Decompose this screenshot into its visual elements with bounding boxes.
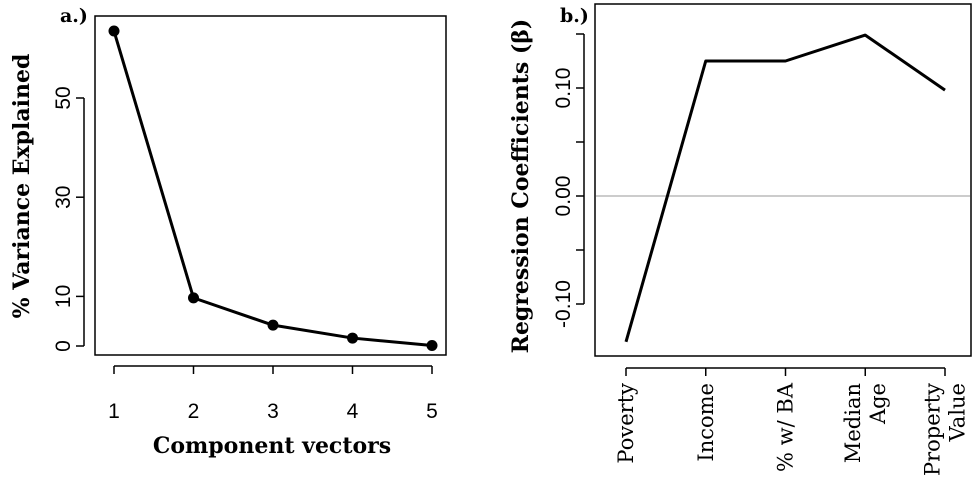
panel-a-series-line	[112, 30, 433, 347]
panel-a-y-tick-label: 0	[52, 340, 75, 352]
panel-a-data-point	[347, 332, 358, 344]
panel-b-marks	[596, 33, 970, 343]
panel-a-ylabel: % Variance Explained	[9, 54, 35, 319]
panel-b: b.) Regression Coefficients (β) -0.10 0.0…	[508, 3, 972, 476]
panel-b-x-category-label: Value	[946, 383, 970, 442]
panel-a-x-tick-label: 3	[267, 400, 279, 423]
panel-a-data-point	[108, 25, 120, 37]
panel-a-x-tick-label: 5	[426, 400, 438, 423]
panel-b-x-category-label: Property	[921, 383, 945, 476]
panel-b-y-tick-label: -0.10	[552, 280, 575, 328]
panel-a-xlabel: Component vectors	[153, 433, 391, 459]
panel-b-plot-frame	[594, 3, 972, 357]
panel-a-y-tick-label: 50	[52, 86, 75, 109]
panel-a-data-point	[267, 319, 279, 331]
panel-a-y-tick-label: 10	[52, 285, 75, 308]
panel-a-label: a.)	[60, 5, 88, 27]
panel-b-x-category-label: % w/ BA	[774, 382, 798, 472]
panel-a-marks	[108, 25, 438, 352]
panel-a-y-tick-label: 30	[52, 186, 75, 209]
panel-b-label: b.)	[560, 5, 589, 27]
panel-b-y-tick-label: 0.00	[552, 176, 575, 217]
panel-a-data-point	[188, 292, 199, 304]
panel-a-plot-frame	[94, 15, 447, 356]
panel-a-data-point	[426, 340, 438, 352]
panel-b-axes: -0.10 0.00 0.10 Poverty Income % w/ BA Median A…	[552, 33, 970, 476]
panel-b-ylabel: Regression Coefficients (β)	[508, 19, 534, 354]
panel-b-x-category-label: Income	[694, 383, 718, 462]
panel-a: a.) % Variance Explained Component vecto…	[9, 5, 447, 459]
panel-b-y-tick-label: 0.10	[552, 68, 575, 109]
panel-a-x-tick-label: 4	[347, 400, 359, 423]
panel-a-x-tick-label: 2	[188, 400, 200, 423]
panel-b-x-category-label: Poverty	[614, 383, 638, 464]
panel-a-x-tick-label: 1	[108, 400, 120, 423]
panel-b-x-category-label: Median	[841, 383, 865, 463]
panel-b-x-category-label: Age	[866, 383, 890, 425]
panel-b-series-line	[624, 33, 946, 343]
